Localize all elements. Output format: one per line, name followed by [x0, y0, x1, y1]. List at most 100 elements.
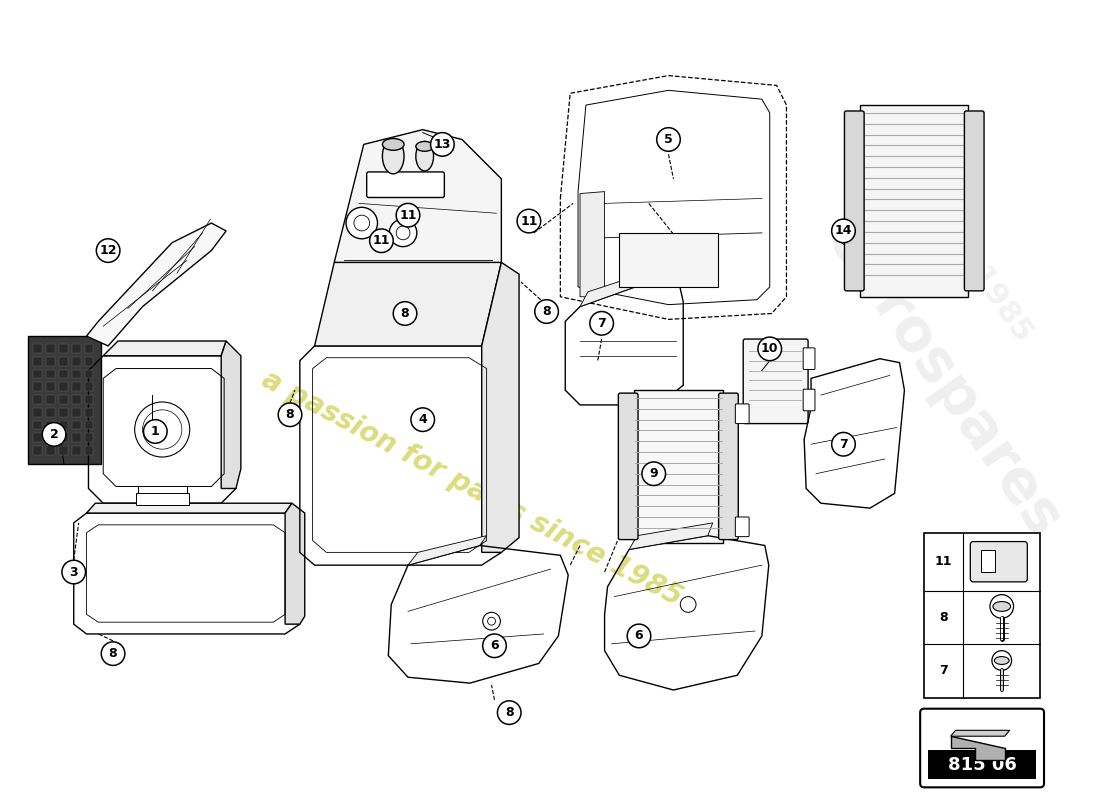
FancyBboxPatch shape: [33, 421, 42, 430]
FancyBboxPatch shape: [744, 339, 808, 423]
Text: 14: 14: [835, 225, 852, 238]
FancyBboxPatch shape: [59, 357, 68, 366]
FancyBboxPatch shape: [72, 357, 80, 366]
FancyBboxPatch shape: [28, 336, 101, 464]
FancyBboxPatch shape: [59, 408, 68, 417]
Text: 11: 11: [399, 209, 417, 222]
Polygon shape: [629, 523, 713, 550]
FancyBboxPatch shape: [33, 408, 42, 417]
Polygon shape: [580, 270, 653, 306]
Circle shape: [278, 403, 301, 426]
Circle shape: [990, 594, 1013, 618]
FancyBboxPatch shape: [618, 393, 638, 539]
Text: 8: 8: [542, 305, 551, 318]
Circle shape: [832, 219, 856, 242]
Text: eurospares: eurospares: [815, 213, 1072, 548]
Circle shape: [992, 650, 1012, 670]
FancyBboxPatch shape: [33, 370, 42, 378]
Circle shape: [97, 238, 120, 262]
FancyBboxPatch shape: [59, 370, 68, 378]
Circle shape: [758, 337, 781, 361]
Text: 8: 8: [286, 408, 295, 422]
FancyBboxPatch shape: [634, 390, 723, 542]
Text: 11: 11: [935, 554, 953, 568]
FancyBboxPatch shape: [803, 348, 815, 370]
Circle shape: [627, 624, 651, 648]
FancyBboxPatch shape: [85, 395, 94, 404]
FancyBboxPatch shape: [85, 344, 94, 353]
FancyBboxPatch shape: [46, 446, 55, 455]
FancyBboxPatch shape: [803, 389, 815, 411]
Text: 815 06: 815 06: [948, 756, 1016, 774]
FancyBboxPatch shape: [59, 344, 68, 353]
FancyBboxPatch shape: [928, 750, 1036, 779]
Ellipse shape: [993, 602, 1011, 611]
FancyBboxPatch shape: [718, 393, 738, 539]
FancyBboxPatch shape: [924, 533, 1041, 698]
FancyBboxPatch shape: [845, 111, 865, 291]
Circle shape: [430, 133, 454, 156]
FancyBboxPatch shape: [366, 172, 444, 198]
Text: 6: 6: [491, 639, 498, 652]
Circle shape: [411, 408, 434, 431]
Text: a passion for parts since 1985: a passion for parts since 1985: [257, 366, 686, 612]
FancyBboxPatch shape: [59, 434, 68, 442]
FancyBboxPatch shape: [46, 357, 55, 366]
Polygon shape: [950, 730, 1010, 736]
FancyBboxPatch shape: [85, 370, 94, 378]
FancyBboxPatch shape: [85, 357, 94, 366]
FancyBboxPatch shape: [72, 421, 80, 430]
Text: 8: 8: [109, 647, 118, 660]
Circle shape: [483, 634, 506, 658]
Circle shape: [642, 462, 666, 486]
Polygon shape: [482, 262, 519, 552]
FancyBboxPatch shape: [72, 370, 80, 378]
Text: 13: 13: [433, 138, 451, 151]
Polygon shape: [103, 341, 227, 356]
FancyBboxPatch shape: [735, 404, 749, 423]
FancyBboxPatch shape: [33, 344, 42, 353]
Circle shape: [396, 203, 420, 227]
FancyBboxPatch shape: [46, 344, 55, 353]
FancyBboxPatch shape: [59, 446, 68, 455]
FancyBboxPatch shape: [85, 421, 94, 430]
Circle shape: [143, 420, 167, 443]
Text: 12: 12: [99, 244, 117, 257]
FancyBboxPatch shape: [33, 446, 42, 455]
Polygon shape: [221, 341, 241, 489]
Text: 7: 7: [839, 438, 848, 450]
Text: 4: 4: [418, 413, 427, 426]
Circle shape: [657, 128, 680, 151]
FancyBboxPatch shape: [72, 408, 80, 417]
Circle shape: [101, 642, 125, 666]
Polygon shape: [87, 223, 227, 346]
FancyBboxPatch shape: [72, 382, 80, 391]
FancyBboxPatch shape: [46, 408, 55, 417]
Text: 9: 9: [649, 467, 658, 480]
Circle shape: [535, 300, 559, 323]
Polygon shape: [580, 191, 605, 297]
Ellipse shape: [416, 142, 433, 171]
FancyBboxPatch shape: [85, 446, 94, 455]
Text: 11: 11: [373, 234, 390, 247]
Ellipse shape: [383, 138, 404, 150]
FancyBboxPatch shape: [59, 382, 68, 391]
FancyBboxPatch shape: [59, 395, 68, 404]
FancyBboxPatch shape: [965, 111, 985, 291]
FancyBboxPatch shape: [46, 370, 55, 378]
Text: 1: 1: [151, 425, 160, 438]
Polygon shape: [950, 736, 1004, 760]
Text: since 1985: since 1985: [909, 178, 1038, 346]
FancyBboxPatch shape: [33, 434, 42, 442]
FancyBboxPatch shape: [970, 542, 1027, 582]
FancyBboxPatch shape: [46, 434, 55, 442]
Circle shape: [517, 210, 541, 233]
Polygon shape: [315, 262, 502, 346]
Text: 2: 2: [50, 428, 58, 441]
Text: 5: 5: [664, 133, 673, 146]
Text: 8: 8: [400, 307, 409, 320]
FancyBboxPatch shape: [135, 494, 189, 505]
Circle shape: [393, 302, 417, 326]
FancyBboxPatch shape: [33, 395, 42, 404]
Text: 7: 7: [939, 664, 948, 677]
